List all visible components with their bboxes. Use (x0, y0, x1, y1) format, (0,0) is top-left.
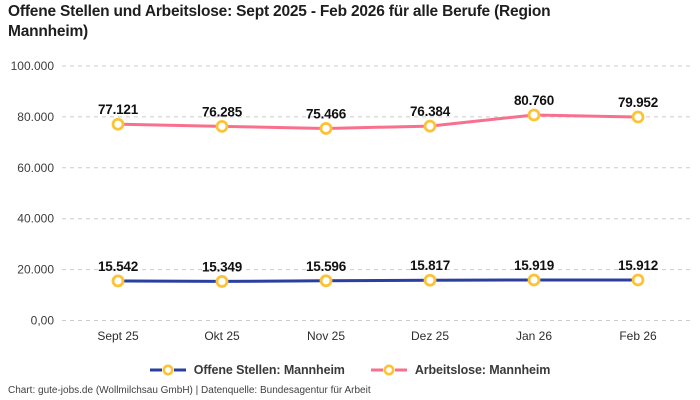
data-point-label: 77.121 (98, 102, 139, 117)
data-point-marker (215, 119, 229, 133)
data-point-marker (423, 119, 437, 133)
data-point-label: 15.919 (514, 258, 554, 273)
data-point-label: 15.817 (410, 258, 450, 273)
data-point-label: 76.384 (410, 104, 451, 119)
data-point-label: 75.466 (306, 106, 347, 121)
x-tick-label: Jan 26 (516, 329, 552, 343)
data-point-marker (527, 273, 541, 287)
data-point-marker (215, 275, 229, 288)
data-point-label: 15.349 (202, 259, 242, 274)
legend-label-arbeitslose: Arbeitslose: Mannheim (414, 363, 551, 377)
series-line-unemployed (116, 113, 640, 130)
data-point-marker (631, 110, 645, 124)
data-point-label: 15.542 (98, 259, 138, 274)
data-point-marker (319, 274, 333, 288)
data-point-label: 76.285 (202, 104, 243, 119)
data-point-label: 15.912 (618, 258, 658, 273)
legend-item-offene-stellen[interactable]: Offene Stellen: Mannheim (149, 363, 345, 377)
data-point-marker (111, 117, 125, 131)
y-tick-label: 40.000 (17, 212, 54, 226)
chart-legend: Offene Stellen: Mannheim Arbeitslose: Ma… (0, 363, 700, 377)
legend-label-offene-stellen: Offene Stellen: Mannheim (193, 363, 345, 377)
data-point-marker (423, 273, 437, 287)
legend-line-marker-icon (149, 364, 186, 376)
data-point-label: 79.952 (618, 95, 658, 110)
x-tick-label: Okt 25 (204, 329, 240, 343)
legend-line-marker-icon (370, 364, 407, 376)
chart-source-attribution: Chart: gute-jobs.de (Wollmilchsau GmbH) … (8, 385, 371, 396)
data-point-marker (319, 122, 333, 135)
legend-item-arbeitslose[interactable]: Arbeitslose: Mannheim (370, 363, 551, 377)
data-point-label: 15.596 (306, 259, 347, 274)
data-point-marker (527, 108, 541, 122)
x-tick-label: Feb 26 (619, 329, 657, 343)
series-line-open_positions (116, 278, 640, 283)
y-tick-label: 60.000 (17, 161, 54, 175)
y-tick-label: 0,00 (31, 314, 55, 328)
chart-canvas: 0,00 20.000 40.000 60.000 80.000 100.000 Sept … (11, 59, 692, 343)
data-point-marker (631, 273, 645, 287)
y-tick-label: 80.000 (17, 110, 54, 124)
chart-title: Offene Stellen und Arbeitslose: Sept 202… (8, 3, 551, 40)
y-tick-label: 20.000 (17, 263, 54, 277)
x-tick-label: Sept 25 (97, 329, 139, 343)
x-tick-label: Dez 25 (411, 329, 449, 343)
x-tick-label: Nov 25 (307, 329, 345, 343)
data-point-label: 80.760 (514, 93, 554, 108)
data-point-marker (111, 274, 125, 288)
y-tick-label: 100.000 (11, 59, 55, 73)
